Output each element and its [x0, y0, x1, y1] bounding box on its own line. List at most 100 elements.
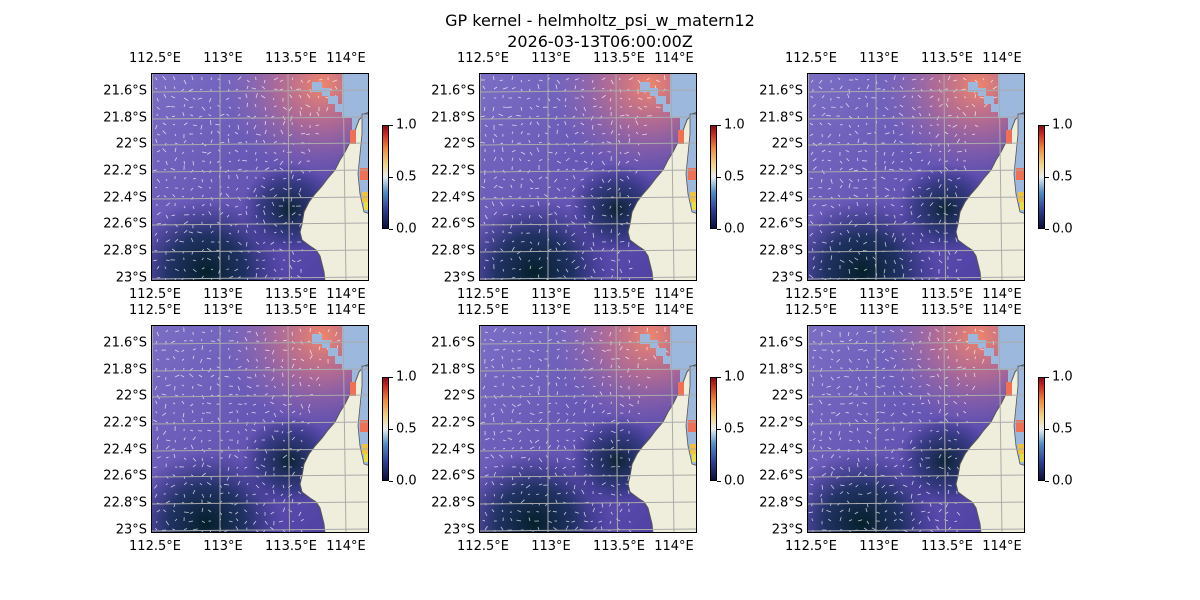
lon-tick-label: 113°E [531, 303, 571, 318]
lat-tick-label: 22.2°S [103, 163, 147, 179]
lat-tick-label: 22.2°S [759, 415, 803, 431]
inlet-hotspot [688, 420, 696, 432]
lat-tick-label: 21.6°S [431, 335, 475, 351]
lon-tick-label: 114°E [326, 303, 366, 318]
lon-tick-label: 114°E [982, 303, 1022, 318]
colorbar-tick-mark [389, 481, 393, 482]
lon-tick-label: 112.5°E [785, 539, 837, 554]
lon-tick-label: 114°E [654, 303, 694, 318]
colorbar-tick-mark [1045, 481, 1049, 482]
lon-tick-label: 112.5°E [129, 51, 181, 66]
inlet-hotspot [364, 454, 368, 462]
lat-tick-label: 21.6°S [103, 335, 147, 351]
lon-tick-label: 112.5°E [785, 303, 837, 318]
colorbar-tick-mark [717, 429, 721, 430]
lat-tick-label: 22.6°S [431, 216, 475, 232]
colorbar-tick-mark [389, 229, 393, 230]
lon-tick-label: 113.5°E [593, 51, 645, 66]
lat-tick-label: 22.6°S [103, 468, 147, 484]
colorbar-tick-mark [1045, 177, 1049, 178]
colorbar-tick-label: 0.5 [724, 169, 745, 185]
inlet-water [685, 365, 696, 466]
lat-tick-label: 21.8°S [103, 110, 147, 126]
lon-tick-label: 112.5°E [785, 51, 837, 66]
lat-tick-label: 23°S [443, 522, 475, 538]
colorbar [382, 125, 389, 229]
lon-tick-label: 112.5°E [457, 303, 509, 318]
colorbar-tick-label: 1.0 [1052, 117, 1073, 133]
colorbar-tick-label: 0.0 [396, 473, 417, 489]
lat-tick-label: 22.6°S [759, 216, 803, 232]
lat-tick-label: 21.6°S [759, 335, 803, 351]
inlet-hotspot [360, 168, 368, 180]
lat-tick-label: 22.2°S [431, 163, 475, 179]
lon-tick-label: 113.5°E [921, 539, 973, 554]
graticule [152, 74, 368, 280]
colorbar-tick-mark [1045, 229, 1049, 230]
inlet-hotspot [1016, 420, 1024, 432]
colorbar-tick-label: 1.0 [724, 117, 745, 133]
lat-tick-label: 22.8°S [759, 495, 803, 511]
lat-tick-label: 22.2°S [431, 415, 475, 431]
colorbar [1038, 377, 1045, 481]
inlet-hotspot [1020, 454, 1024, 462]
velocity-arrows [153, 75, 368, 280]
lon-tick-label: 112.5°E [457, 539, 509, 554]
title-line-2: 2026-03-13T06:00:00Z [507, 32, 693, 51]
lat-tick-label: 21.8°S [103, 362, 147, 378]
colorbar-tick-mark [1045, 125, 1049, 126]
inlet-water [1013, 365, 1024, 466]
lat-tick-label: 22.4°S [431, 190, 475, 206]
lat-tick-label: 22°S [115, 136, 147, 152]
lat-tick-label: 23°S [115, 270, 147, 286]
colorbar-tick-label: 1.0 [396, 117, 417, 133]
inlet-water [357, 113, 368, 214]
lon-tick-label: 113.5°E [265, 539, 317, 554]
inlet-hotspot [1016, 168, 1024, 180]
title-line-1: GP kernel - helmholtz_psi_w_matern12 [445, 11, 755, 30]
inlet-hotspot [688, 168, 696, 180]
map-axes [479, 325, 697, 533]
colorbar-tick-mark [1045, 429, 1049, 430]
inlet-hotspot [1020, 202, 1024, 210]
lon-tick-label: 113°E [531, 539, 571, 554]
lon-tick-label: 113.5°E [265, 51, 317, 66]
lat-tick-label: 22°S [115, 388, 147, 404]
lon-tick-label: 113°E [531, 51, 571, 66]
colorbar-tick-label: 0.5 [396, 421, 417, 437]
lon-tick-label: 113°E [203, 51, 243, 66]
inlet-water [357, 365, 368, 466]
lat-tick-label: 23°S [771, 522, 803, 538]
lat-tick-label: 21.8°S [431, 362, 475, 378]
graticule [480, 74, 696, 280]
inlet-water [685, 113, 696, 214]
colorbar-tick-mark [389, 377, 393, 378]
lon-tick-label: 113.5°E [921, 51, 973, 66]
inlet-hotspot [678, 382, 684, 396]
lat-tick-label: 22.8°S [103, 495, 147, 511]
lon-tick-label: 113°E [531, 287, 571, 302]
lat-tick-label: 22.2°S [103, 415, 147, 431]
lat-tick-label: 23°S [771, 270, 803, 286]
lon-tick-label: 113°E [859, 539, 899, 554]
lat-tick-label: 22.8°S [103, 243, 147, 259]
lon-tick-label: 114°E [654, 287, 694, 302]
inlet-hotspot [692, 202, 696, 210]
lat-tick-label: 21.8°S [759, 110, 803, 126]
lat-tick-label: 21.6°S [431, 83, 475, 99]
lon-tick-label: 113°E [859, 287, 899, 302]
lon-tick-label: 113°E [203, 539, 243, 554]
lon-tick-label: 114°E [654, 539, 694, 554]
lat-tick-label: 22.8°S [759, 243, 803, 259]
lat-tick-label: 21.8°S [759, 362, 803, 378]
lat-tick-label: 22.4°S [759, 442, 803, 458]
lon-tick-label: 113.5°E [593, 303, 645, 318]
lat-tick-label: 22.2°S [759, 163, 803, 179]
lon-tick-label: 113.5°E [593, 287, 645, 302]
colorbar-tick-mark [717, 177, 721, 178]
lat-tick-label: 22°S [443, 136, 475, 152]
colorbar [1038, 125, 1045, 229]
lat-tick-label: 23°S [443, 270, 475, 286]
lon-tick-label: 114°E [982, 287, 1022, 302]
lon-tick-label: 113.5°E [921, 303, 973, 318]
